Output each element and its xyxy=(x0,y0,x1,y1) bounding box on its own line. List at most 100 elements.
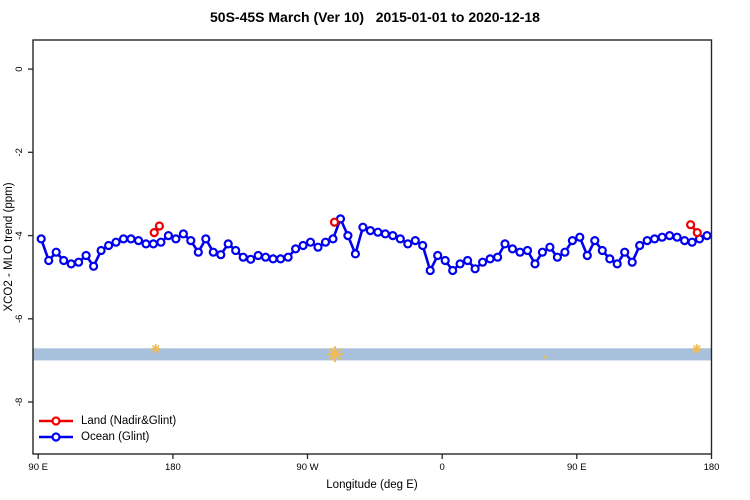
ocean-point xyxy=(156,237,166,247)
ocean-point xyxy=(36,234,46,244)
ocean-marker-icon xyxy=(39,432,73,442)
ocean-point xyxy=(500,239,510,249)
ocean-point xyxy=(126,234,136,244)
ocean-point xyxy=(440,255,450,266)
ocean-point xyxy=(410,236,420,246)
ocean-point xyxy=(291,244,301,254)
ocean-point xyxy=(283,252,293,262)
ocean-point xyxy=(463,255,473,266)
ocean-point xyxy=(261,252,271,262)
ocean-point xyxy=(133,236,144,246)
ocean-point xyxy=(186,236,196,246)
ocean-point xyxy=(298,240,308,251)
ocean-point xyxy=(395,234,405,244)
ocean-point xyxy=(470,264,480,274)
x-tick-label: 90 E xyxy=(567,462,587,473)
ocean-point xyxy=(328,234,338,244)
ocean-point xyxy=(380,229,390,239)
land-point xyxy=(692,228,702,238)
ocean-point xyxy=(223,239,233,249)
ocean-point xyxy=(178,229,188,239)
ocean-point xyxy=(358,222,368,232)
ocean-point xyxy=(103,240,114,251)
ocean-series-line xyxy=(39,215,708,275)
ocean-point xyxy=(111,237,121,247)
ocean-point xyxy=(582,250,592,261)
ocean-point xyxy=(373,227,383,237)
ocean-point xyxy=(627,257,637,267)
ocean-point xyxy=(141,239,151,249)
ocean-point xyxy=(343,231,353,241)
ocean-point xyxy=(305,237,316,247)
ocean-point xyxy=(478,257,488,267)
ocean-point xyxy=(350,249,360,259)
ocean-point xyxy=(425,265,435,276)
ocean-point xyxy=(88,261,99,271)
x-tick-label: 90 W xyxy=(296,462,318,473)
ocean-point xyxy=(545,242,555,252)
ocean-point xyxy=(575,232,585,242)
y-tick-label: -8 xyxy=(14,398,25,406)
ocean-point xyxy=(537,247,548,257)
land-marker-icon xyxy=(39,416,73,426)
ocean-point xyxy=(216,250,226,260)
land-point xyxy=(149,228,159,238)
legend-item-label: Ocean (Glint) xyxy=(81,431,150,443)
ocean-point xyxy=(365,226,375,236)
legend-item-label: Land (Nadir&Glint) xyxy=(81,415,177,427)
legend-item-land: Land (Nadir&Glint) xyxy=(37,413,176,429)
ocean-point xyxy=(44,255,54,266)
land-point xyxy=(329,217,340,227)
ocean-point xyxy=(276,254,286,264)
ocean-point xyxy=(560,247,570,257)
ocean-point xyxy=(59,255,69,266)
ocean-point xyxy=(597,245,607,256)
ocean-point xyxy=(642,236,652,246)
ocean-point xyxy=(201,234,211,244)
ocean-point xyxy=(657,232,667,242)
x-tick-label: 0 xyxy=(440,462,445,473)
ocean-point xyxy=(231,245,241,256)
ocean-point xyxy=(313,242,323,252)
ocean-point xyxy=(193,247,203,257)
band-star-icon xyxy=(543,355,547,359)
ocean-point xyxy=(403,239,413,249)
ocean-point xyxy=(73,257,84,267)
band-star-icon xyxy=(691,343,702,354)
ocean-point xyxy=(702,231,712,241)
ocean-point xyxy=(515,247,525,257)
ocean-point xyxy=(664,231,675,241)
ocean-point xyxy=(253,250,263,261)
ocean-point xyxy=(522,245,533,256)
ocean-point xyxy=(66,259,76,269)
ocean-point xyxy=(485,254,495,264)
y-tick-label: -2 xyxy=(14,148,25,156)
ocean-point xyxy=(81,250,91,261)
qc-band xyxy=(33,348,712,361)
ocean-point xyxy=(687,237,697,247)
ocean-point xyxy=(163,231,173,241)
band-star-icon xyxy=(326,346,343,363)
legend: Land (Nadir&Glint) Ocean (Glint) xyxy=(37,413,176,445)
ocean-point xyxy=(672,232,682,242)
ocean-point xyxy=(635,240,645,251)
land-point xyxy=(685,220,696,230)
x-axis-label: Longitude (deg E) xyxy=(326,479,418,491)
ocean-point xyxy=(493,252,503,262)
y-tick-label: -6 xyxy=(14,315,25,323)
ocean-point xyxy=(388,231,398,241)
ocean-point xyxy=(605,254,615,264)
ocean-point xyxy=(649,234,660,244)
ocean-point xyxy=(51,247,61,257)
y-tick-label: -4 xyxy=(14,231,25,239)
ocean-point xyxy=(567,236,578,246)
ocean-point xyxy=(433,250,443,261)
chart-title: 50S-45S March (Ver 10) 2015-01-01 to 202… xyxy=(210,9,540,25)
ocean-point xyxy=(530,259,540,269)
y-axis-label: XCO2 - MLO trend (ppm) xyxy=(3,182,15,311)
x-tick-label: 180 xyxy=(165,462,181,473)
ocean-point xyxy=(171,234,181,244)
ocean-point xyxy=(320,237,331,247)
